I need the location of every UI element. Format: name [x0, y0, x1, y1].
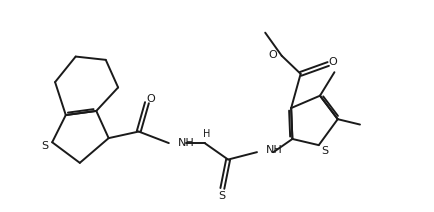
- Text: NH: NH: [178, 138, 194, 148]
- Text: S: S: [41, 141, 48, 151]
- Text: S: S: [321, 146, 328, 156]
- Text: S: S: [218, 191, 225, 201]
- Text: O: O: [268, 50, 277, 60]
- Text: O: O: [329, 57, 338, 67]
- Text: NH: NH: [266, 145, 283, 155]
- Text: H: H: [203, 129, 210, 139]
- Text: O: O: [146, 93, 155, 104]
